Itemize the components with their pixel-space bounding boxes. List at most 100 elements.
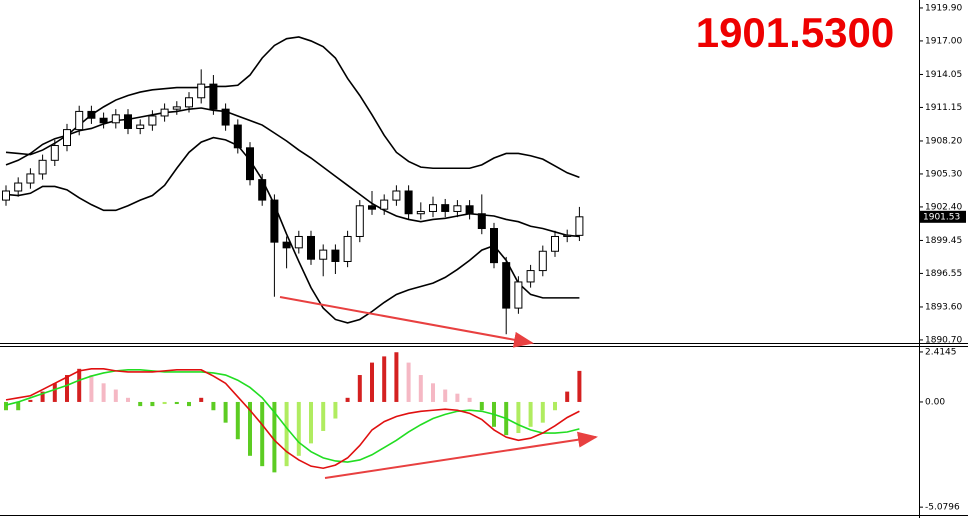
histogram-bar [4, 401, 8, 411]
y-tick-label: 1911.15 [925, 103, 962, 113]
candle-body [148, 115, 157, 126]
histogram-bar [235, 401, 240, 440]
candle-body [465, 205, 474, 215]
y-tick-label: 0.00 [925, 397, 945, 407]
histogram-bar [101, 383, 106, 402]
candle-body [136, 124, 145, 129]
candle-body [160, 108, 169, 117]
histogram-bar [357, 375, 362, 402]
histogram-bar [77, 368, 82, 402]
bollinger-lower [5, 136, 580, 324]
histogram-bar [138, 401, 143, 407]
histogram-bar [296, 401, 301, 456]
histogram-bar [272, 401, 277, 473]
histogram-bar [516, 401, 521, 434]
candle-body [294, 235, 303, 249]
y-tick-label: 1914.05 [925, 70, 962, 80]
candle-body [416, 210, 425, 215]
y-tick-label: 1908.20 [925, 136, 962, 146]
histogram-bar [553, 401, 557, 411]
histogram-bar [199, 397, 204, 402]
candle-body [404, 190, 413, 215]
histogram-bar [406, 362, 411, 402]
histogram-bar [89, 375, 94, 402]
histogram-bar [260, 401, 265, 467]
candle-body [233, 124, 242, 149]
histogram-bar [370, 362, 374, 402]
candle-body [221, 108, 230, 126]
current-price-tag [920, 210, 966, 223]
y-tick-label: -5.0796 [925, 503, 960, 513]
plot-area: 1919.90 1917.00 1914.05 1911.15 1908.20 1905.… [2, 3, 966, 513]
histogram-bar [565, 391, 570, 402]
y-tick-label: 1917.00 [925, 36, 962, 46]
candle-body [246, 147, 254, 181]
histogram-bar [40, 391, 45, 402]
candle-body [38, 159, 47, 175]
candle-body [50, 145, 59, 161]
histogram-bar [418, 375, 423, 402]
histogram-bar [455, 393, 460, 402]
y-tick-label: 1919.90 [925, 3, 962, 13]
candle-body [526, 270, 535, 283]
candle-body [551, 235, 559, 252]
candle-body [99, 117, 108, 124]
candle-body [209, 83, 218, 110]
y-tick-label: 1890.70 [925, 335, 962, 345]
histogram-bar [211, 401, 216, 411]
candle-body [258, 179, 267, 201]
histogram-bar [467, 397, 472, 402]
histogram-bar [431, 383, 435, 402]
histogram-bar [577, 370, 582, 402]
histogram-bar [309, 401, 313, 444]
candle-body [270, 199, 279, 243]
histogram-bar [345, 397, 350, 402]
candle-body [185, 97, 193, 108]
candle-body [502, 262, 511, 309]
histogram-bar [540, 401, 545, 423]
candle-body [26, 173, 35, 184]
candle-body [514, 281, 523, 309]
histogram-bar [382, 356, 387, 402]
candle-body [563, 234, 572, 237]
candle-body [575, 216, 584, 236]
candle-body [111, 114, 120, 124]
candle-body [319, 249, 328, 260]
histogram-bar [443, 389, 448, 402]
histogram-bar [223, 401, 228, 423]
candle-body [392, 190, 401, 201]
candle-body [124, 114, 132, 129]
histogram-bar [162, 401, 167, 405]
histogram-bar [65, 375, 69, 402]
y-tick-label: 1899.45 [925, 236, 962, 246]
candle-body [453, 205, 462, 212]
price-display: 1901.5300 [696, 9, 895, 56]
histogram-bar [28, 399, 33, 402]
candle-body [14, 182, 23, 192]
y-tick-label: 1902.40 [925, 202, 962, 212]
histogram-bar [394, 352, 399, 402]
histogram-bar [248, 401, 252, 456]
candle-body [343, 235, 352, 262]
divergence-arrow [324, 431, 598, 479]
histogram-bar [126, 397, 130, 402]
y-tick-label: 1905.30 [925, 169, 962, 179]
histogram-bar [321, 401, 326, 431]
candle-body [441, 204, 450, 212]
candle-body [331, 249, 340, 262]
histogram-bar [113, 389, 118, 402]
candle-body [172, 106, 181, 110]
histogram-bar [528, 401, 533, 427]
histogram-bar [16, 401, 21, 411]
histogram-bar [333, 401, 338, 419]
y-tick-label: 2.4145 [925, 347, 957, 357]
candle-body [75, 110, 84, 131]
histogram-bar [284, 401, 289, 467]
candle-body [63, 129, 71, 147]
candle-body [307, 235, 315, 260]
macd-line [5, 368, 580, 470]
candle-body [380, 199, 389, 210]
candle-body [2, 190, 10, 201]
